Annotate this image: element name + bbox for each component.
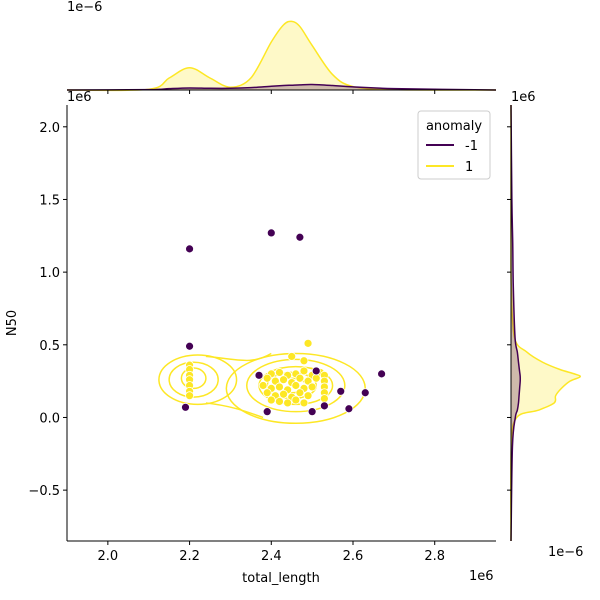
legend-label-normal: 1: [465, 160, 473, 175]
legend: anomaly -1 1: [417, 110, 491, 180]
right-marginal-offset-label: 1e6: [511, 90, 536, 105]
kde-contour-ring: [246, 358, 346, 413]
scatter-point-normal: [275, 397, 284, 406]
scatter-point-normal: [319, 394, 329, 403]
scatter-point-anomaly: [360, 388, 370, 398]
y-tick-label: 2.0: [39, 121, 60, 136]
scatter-point-normal: [303, 391, 313, 401]
y-axis-ticks: −0.5 0.0 0.5 1.0 1.5 2.0: [28, 121, 67, 499]
y-tick-label: 1.0: [39, 266, 60, 281]
scatter-point-anomaly: [266, 228, 276, 238]
scatter-point-normal: [291, 381, 301, 390]
legend-title: anomaly: [426, 119, 482, 134]
x-tick-label: 2.4: [261, 549, 282, 564]
kde-contour-bridge: [205, 352, 272, 419]
top-marginal-line-anomaly: [66, 83, 497, 91]
scatter-point-normal: [262, 388, 272, 398]
right-marginal-bottom-offset-label: 1e−6: [548, 545, 583, 560]
right-marginal-plot: [507, 104, 581, 542]
main-axes: 2.0 2.2 2.4 2.6 2.8 −0.5 0.0 0.5 1.0 1.5 2.0: [28, 105, 496, 564]
scatter-point-anomaly: [185, 244, 194, 254]
scatter-point-normal: [307, 382, 317, 392]
scatter-point-normal: [299, 398, 309, 408]
y-tick-label: 0.0: [39, 411, 60, 426]
scatter-point-normal: [266, 395, 276, 405]
y-tick-label: 0.5: [39, 339, 60, 354]
scatter-point-normal: [283, 398, 293, 408]
y-tick-label: 1.5: [39, 193, 60, 208]
legend-label-anomaly: -1: [465, 139, 478, 154]
scatter-point-anomaly: [319, 401, 329, 411]
scatter-point-normal: [291, 395, 301, 405]
x-tick-label: 2.6: [343, 549, 364, 564]
x-axis-ticks: 2.0 2.2 2.4 2.6 2.8: [98, 541, 445, 564]
x-axis-label: total_length: [242, 571, 320, 586]
scatter-point-anomaly: [181, 402, 190, 412]
scatter-point-normal: [275, 382, 284, 392]
scatter-point-anomaly: [185, 341, 194, 351]
scatter-point-normal: [262, 373, 272, 383]
scatter-points: [181, 228, 387, 417]
x-tick-label: 2.8: [424, 549, 445, 564]
scatter-point-normal: [295, 388, 305, 398]
scatter-point-anomaly: [262, 407, 272, 417]
x-axis-offset-label: 1e6: [469, 569, 494, 584]
top-marginal-line-normal: [66, 20, 497, 92]
scatter-point-anomaly: [377, 369, 387, 379]
scatter-point-anomaly: [307, 407, 317, 417]
scatter-point-normal: [295, 373, 305, 383]
scatter-point-anomaly: [295, 232, 305, 242]
right-marginal-area-anomaly: [511, 105, 521, 541]
x-tick-label: 2.0: [98, 549, 119, 564]
scatter-point-normal: [299, 366, 309, 376]
scatter-point-normal: [311, 373, 321, 383]
kde-contour-ring: [158, 354, 238, 406]
x-tick-label: 2.2: [179, 549, 200, 564]
scatter-point-normal: [299, 356, 309, 366]
top-marginal-area-normal: [67, 21, 496, 91]
scatter-point-normal: [279, 389, 288, 399]
scatter-point-normal: [279, 375, 288, 385]
scatter-point-normal: [258, 381, 268, 390]
y-axis-label: N50: [5, 310, 20, 336]
top-marginal-offset-label: 1e−6: [67, 0, 102, 15]
scatter-point-anomaly: [336, 386, 346, 396]
scatter-point-anomaly: [311, 366, 321, 376]
y-axis-offset-label: 1e6: [67, 90, 92, 105]
scatter-point-normal: [287, 352, 297, 361]
scatter-point-anomaly: [344, 404, 354, 414]
scatter-point-normal: [185, 391, 194, 401]
scatter-point-normal: [275, 368, 284, 377]
scatter-point-normal: [303, 338, 313, 348]
right-marginal-line-anomaly: [510, 104, 522, 542]
top-marginal-plot: [66, 20, 497, 94]
y-tick-label: −0.5: [28, 484, 60, 499]
scatter-point-anomaly: [254, 370, 264, 380]
